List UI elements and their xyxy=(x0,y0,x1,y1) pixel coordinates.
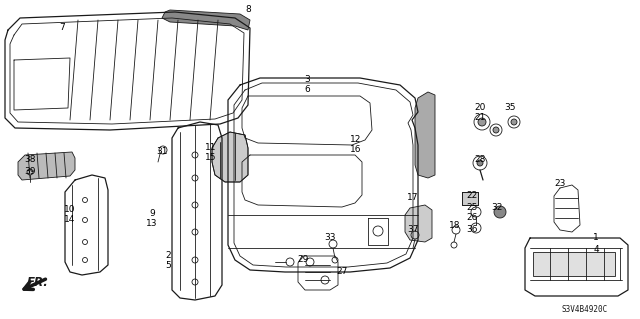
Text: 8: 8 xyxy=(245,5,251,14)
Text: 1: 1 xyxy=(593,234,599,242)
Text: 12: 12 xyxy=(350,136,362,145)
Text: 11: 11 xyxy=(205,144,217,152)
Text: 13: 13 xyxy=(147,219,157,227)
Polygon shape xyxy=(405,205,432,242)
Text: 3: 3 xyxy=(304,76,310,85)
Circle shape xyxy=(511,119,517,125)
Polygon shape xyxy=(212,132,248,182)
Text: 33: 33 xyxy=(324,234,336,242)
Polygon shape xyxy=(462,192,478,205)
Text: 18: 18 xyxy=(449,220,461,229)
Text: FR.: FR. xyxy=(27,277,49,290)
Text: 16: 16 xyxy=(350,145,362,154)
Text: 23: 23 xyxy=(554,179,566,188)
Text: 22: 22 xyxy=(467,190,477,199)
Text: 35: 35 xyxy=(504,103,516,113)
Text: 10: 10 xyxy=(64,205,76,214)
Circle shape xyxy=(493,127,499,133)
Text: 36: 36 xyxy=(467,226,477,234)
Text: 2: 2 xyxy=(165,250,171,259)
Text: 14: 14 xyxy=(64,216,76,225)
Text: 31: 31 xyxy=(156,147,168,157)
Text: 6: 6 xyxy=(304,85,310,94)
Text: 29: 29 xyxy=(298,256,308,264)
Polygon shape xyxy=(533,252,615,276)
Text: 5: 5 xyxy=(165,261,171,270)
Circle shape xyxy=(477,160,483,166)
Text: 17: 17 xyxy=(407,194,419,203)
Text: 39: 39 xyxy=(24,167,36,176)
Text: 27: 27 xyxy=(336,268,348,277)
Circle shape xyxy=(494,206,506,218)
Polygon shape xyxy=(162,10,250,30)
Text: 37: 37 xyxy=(407,226,419,234)
Text: 4: 4 xyxy=(593,246,599,255)
Circle shape xyxy=(478,118,486,126)
Polygon shape xyxy=(415,92,435,178)
Text: 25: 25 xyxy=(467,203,477,211)
Text: 32: 32 xyxy=(492,203,502,211)
Text: S3V4B4920C: S3V4B4920C xyxy=(562,306,608,315)
Text: 9: 9 xyxy=(149,209,155,218)
Text: 7: 7 xyxy=(59,23,65,32)
Text: 20: 20 xyxy=(474,103,486,113)
Text: 15: 15 xyxy=(205,153,217,162)
Text: 26: 26 xyxy=(467,213,477,222)
Text: 38: 38 xyxy=(24,155,36,165)
Text: 21: 21 xyxy=(474,114,486,122)
Polygon shape xyxy=(18,152,75,180)
Text: 28: 28 xyxy=(474,155,486,165)
